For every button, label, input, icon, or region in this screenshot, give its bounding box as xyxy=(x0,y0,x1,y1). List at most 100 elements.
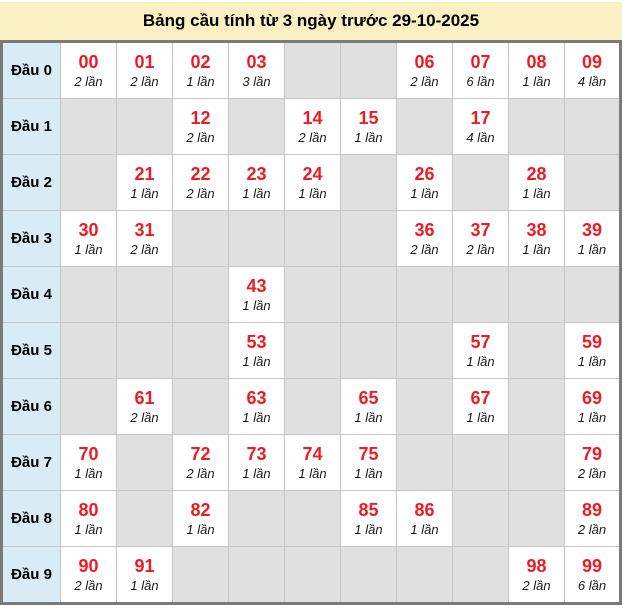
row-header-dau-8: Đầu 8 xyxy=(1,490,61,547)
cell-count: 4 lần xyxy=(577,74,607,90)
cell-23: 23 1 lần xyxy=(228,154,285,211)
cell-empty-4-0 xyxy=(60,266,117,323)
cell-09: 09 4 lần xyxy=(564,41,621,99)
cell-99: 99 6 lần xyxy=(564,546,621,604)
cell-count: 2 lần xyxy=(186,466,215,482)
table-row: Đầu 0 00 2 lần 01 2 lần 02 1 lần 03 3 lần 06 2 lần… xyxy=(1,41,621,99)
cell-number: 24 xyxy=(302,163,323,184)
cell-empty-8-7 xyxy=(452,490,509,547)
cell-number: 09 xyxy=(581,51,603,72)
cell-empty-7-7 xyxy=(452,434,509,491)
cell-number: 82 xyxy=(190,499,211,520)
cell-39: 39 1 lần xyxy=(564,210,621,267)
cell-empty-9-7 xyxy=(452,546,509,604)
cell-number: 43 xyxy=(246,275,267,296)
cell-number: 53 xyxy=(246,331,267,352)
cell-number: 85 xyxy=(358,499,379,520)
cell-count: 2 lần xyxy=(466,242,495,258)
cell-number: 15 xyxy=(358,107,379,128)
cell-number: 99 xyxy=(581,555,603,576)
cell-number: 23 xyxy=(246,163,267,184)
cell-24: 24 1 lần xyxy=(284,154,341,211)
cell-number: 21 xyxy=(134,163,155,184)
cau-table-body: Đầu 0 00 2 lần 01 2 lần 02 1 lần 03 3 lần 06 2 lần… xyxy=(1,41,621,604)
cell-empty-4-8 xyxy=(508,266,565,323)
cell-72: 72 2 lần xyxy=(172,434,229,491)
cell-53: 53 1 lần xyxy=(228,322,285,379)
cell-count: 1 lần xyxy=(354,130,383,146)
cell-empty-2-5 xyxy=(340,154,397,211)
cell-count: 1 lần xyxy=(242,354,271,370)
cell-count: 2 lần xyxy=(130,74,159,90)
row-header-dau-7: Đầu 7 xyxy=(1,434,61,491)
row-header-dau-4: Đầu 4 xyxy=(1,266,61,323)
cell-count: 4 lần xyxy=(466,130,495,146)
cell-17: 17 4 lần xyxy=(452,98,509,155)
cell-count: 1 lần xyxy=(354,466,383,482)
cell-count: 2 lần xyxy=(130,242,159,258)
cell-number: 59 xyxy=(581,331,603,352)
cell-08: 08 1 lần xyxy=(508,41,565,99)
cell-count: 2 lần xyxy=(186,130,215,146)
row-header-dau-0: Đầu 0 xyxy=(1,41,61,99)
row-header-dau-1: Đầu 1 xyxy=(1,98,61,155)
cell-06: 06 2 lần xyxy=(396,41,453,99)
cell-empty-5-8 xyxy=(508,322,565,379)
cell-count: 1 lần xyxy=(577,242,607,258)
cell-number: 30 xyxy=(78,219,99,240)
cell-empty-9-5 xyxy=(340,546,397,604)
cell-count: 2 lần xyxy=(130,410,159,426)
cell-empty-2-9 xyxy=(564,154,621,211)
row-header-dau-3: Đầu 3 xyxy=(1,210,61,267)
cell-count: 1 lần xyxy=(74,466,103,482)
cell-89: 89 2 lần xyxy=(564,490,621,547)
cell-empty-6-6 xyxy=(396,378,453,435)
cell-number: 28 xyxy=(526,163,547,184)
table-title: Bảng cầu tính từ 3 ngày trước 29-10-2025 xyxy=(0,2,622,40)
cell-number: 02 xyxy=(190,51,211,72)
table-row: Đầu 9 90 2 lần 91 1 lần 98 2 lần 99 6 lần xyxy=(1,546,621,604)
cell-number: 03 xyxy=(246,51,267,72)
cell-count: 1 lần xyxy=(466,410,495,426)
cell-number: 73 xyxy=(246,443,267,464)
table-row: Đầu 1 12 2 lần 14 2 lần 15 1 lần 17 4 lần xyxy=(1,98,621,155)
cell-empty-0-5 xyxy=(340,41,397,99)
cell-empty-4-1 xyxy=(116,266,173,323)
table-row: Đầu 5 53 1 lần 57 1 lần 59 1 lần xyxy=(1,322,621,379)
cell-03: 03 3 lần xyxy=(228,41,285,99)
cell-count: 1 lần xyxy=(298,466,327,482)
page: Bảng cầu tính từ 3 ngày trước 29-10-2025… xyxy=(0,2,622,605)
cell-empty-3-4 xyxy=(284,210,341,267)
cell-37: 37 2 lần xyxy=(452,210,509,267)
cell-74: 74 1 lần xyxy=(284,434,341,491)
cell-number: 91 xyxy=(134,555,155,576)
cell-empty-7-1 xyxy=(116,434,173,491)
cell-empty-1-0 xyxy=(60,98,117,155)
cell-empty-9-6 xyxy=(396,546,453,604)
cell-67: 67 1 lần xyxy=(452,378,509,435)
cell-empty-2-7 xyxy=(452,154,509,211)
cell-number: 07 xyxy=(470,51,491,72)
cell-57: 57 1 lần xyxy=(452,322,509,379)
cell-empty-6-2 xyxy=(172,378,229,435)
cell-empty-9-4 xyxy=(284,546,341,604)
cell-empty-1-3 xyxy=(228,98,285,155)
cell-empty-4-5 xyxy=(340,266,397,323)
cell-85: 85 1 lần xyxy=(340,490,397,547)
cell-15: 15 1 lần xyxy=(340,98,397,155)
cell-empty-7-8 xyxy=(508,434,565,491)
cell-count: 1 lần xyxy=(242,298,271,314)
row-header-dau-5: Đầu 5 xyxy=(1,322,61,379)
table-row: Đầu 8 80 1 lần 82 1 lần 85 1 lần 86 1 lần 89 2 lần xyxy=(1,490,621,547)
cell-number: 00 xyxy=(78,51,99,72)
cell-82: 82 1 lần xyxy=(172,490,229,547)
cell-75: 75 1 lần xyxy=(340,434,397,491)
cell-empty-1-9 xyxy=(564,98,621,155)
table-row: Đầu 2 21 1 lần 22 2 lần 23 1 lần 24 1 lần 26 1 lần… xyxy=(1,154,621,211)
cell-empty-6-4 xyxy=(284,378,341,435)
cell-number: 67 xyxy=(470,387,491,408)
cell-count: 2 lần xyxy=(186,186,215,202)
cell-22: 22 2 lần xyxy=(172,154,229,211)
cell-number: 06 xyxy=(414,51,435,72)
cell-number: 37 xyxy=(470,219,491,240)
